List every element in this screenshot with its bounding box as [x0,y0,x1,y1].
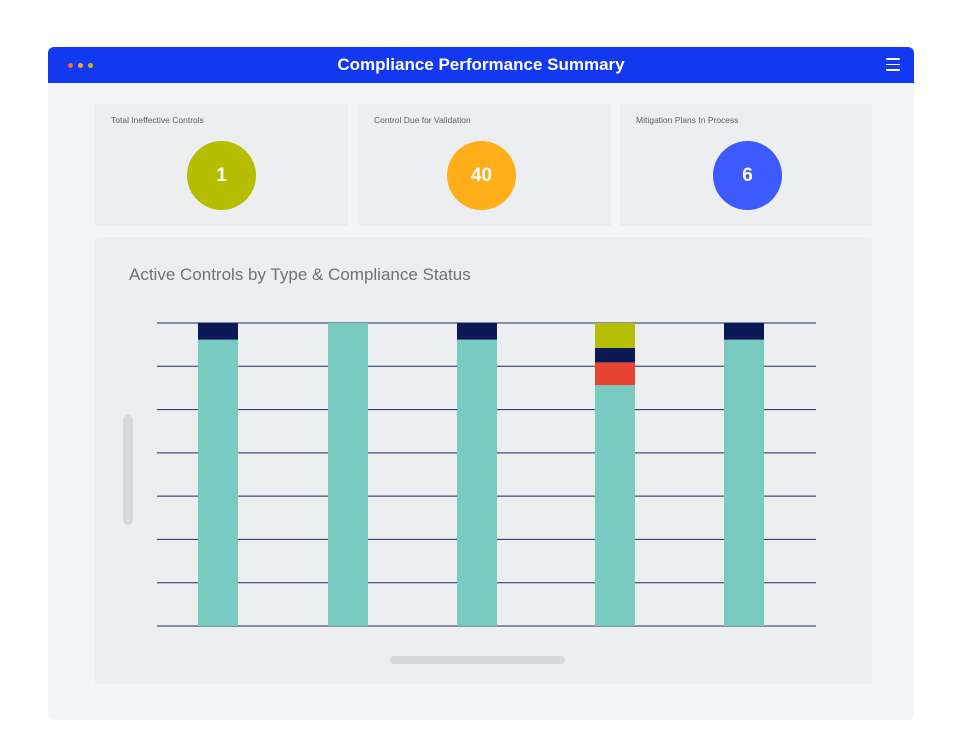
window-dot-3[interactable] [88,63,93,68]
bar-segment-4-series-4[interactable] [595,323,635,348]
horizontal-scrollbar[interactable] [390,656,565,664]
bar-segment-4-series-1[interactable] [595,385,635,626]
kpi-label: Control Due for Validation [374,115,471,125]
kpi-card-ineffective-controls: Total Ineffective Controls 1 [95,104,348,226]
app-window: Compliance Performance Summary Total Ine… [48,47,914,720]
vertical-scrollbar[interactable] [123,415,133,525]
stacked-bar-chart [157,322,816,627]
page-title: Compliance Performance Summary [337,55,625,74]
kpi-label: Total Ineffective Controls [111,115,204,125]
bar-segment-5-series-1[interactable] [724,339,764,626]
kpi-value-badge: 6 [713,141,782,210]
chart-panel: Active Controls by Type & Compliance Sta… [95,237,872,684]
title-bar: Compliance Performance Summary [48,47,914,83]
kpi-value-badge: 40 [447,141,516,210]
bar-segment-4-series-3[interactable] [595,347,635,363]
kpi-card-mitigation-plans: Mitigation Plans In Process 6 [620,104,872,226]
bar-segment-1-series-1[interactable] [198,339,238,626]
bar-segment-3-series-3[interactable] [457,323,497,340]
bar-segment-2-series-1[interactable] [328,323,368,626]
kpi-value-badge: 1 [187,141,256,210]
kpi-card-controls-due-validation: Control Due for Validation 40 [358,104,611,226]
window-dot-2[interactable] [78,63,83,68]
bar-segment-3-series-1[interactable] [457,339,497,626]
window-controls [68,63,93,68]
bar-segment-1-series-3[interactable] [198,323,238,340]
window-dot-1[interactable] [68,63,73,68]
chart-title: Active Controls by Type & Compliance Sta… [129,265,471,284]
hamburger-menu-icon[interactable] [886,58,900,71]
bar-segment-5-series-3[interactable] [724,323,764,340]
bar-segment-4-series-2[interactable] [595,362,635,386]
kpi-label: Mitigation Plans In Process [636,115,739,125]
